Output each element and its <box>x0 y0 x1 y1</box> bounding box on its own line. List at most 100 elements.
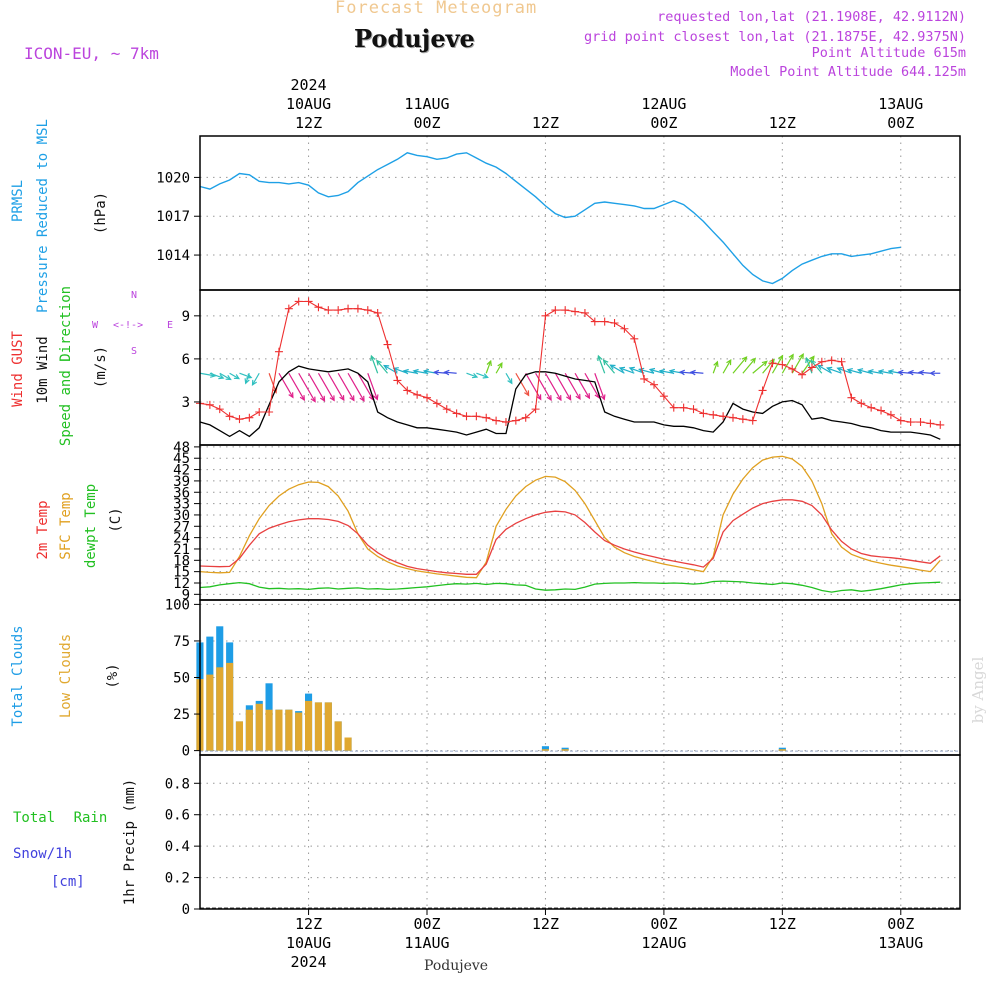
snow-label: Snow/1h <box>13 846 73 862</box>
wind-barb <box>485 360 492 374</box>
chart-marks <box>196 152 960 909</box>
wind-gust-point <box>788 364 797 373</box>
wind-barb <box>434 371 447 374</box>
time-label-top: 12Z <box>769 114 796 132</box>
wind-barb <box>898 371 911 374</box>
wind-barb-head <box>556 395 562 402</box>
wind-barb-head <box>597 354 603 362</box>
bar-low-clouds <box>324 702 332 751</box>
chart-title-faint: Forecast Meteogram <box>335 0 538 18</box>
wind-barb <box>584 372 600 399</box>
wind-barb <box>858 369 872 374</box>
wind-gust-point <box>659 392 668 401</box>
wind-gust-point <box>294 297 303 306</box>
y-tick-label: 1020 <box>156 170 190 186</box>
wind-gust-point <box>926 419 935 428</box>
y-tick-label: 33 <box>173 497 190 513</box>
y-tick-label: 0 <box>182 902 190 918</box>
wind-gust-point <box>423 393 432 402</box>
wind-gust-point <box>521 413 530 422</box>
time-label-bottom: 12Z <box>532 915 559 933</box>
series-line-prmsl <box>199 152 901 285</box>
time-label-top: 12AUG <box>641 95 686 113</box>
wind-barb-head <box>507 378 513 385</box>
panel-frame-temp <box>199 444 961 601</box>
temp-unit-label: (C) <box>108 507 124 533</box>
wind-barb-head <box>225 374 232 381</box>
wind-gust-point <box>225 412 234 421</box>
wind-barb-head <box>602 359 609 366</box>
wind-barb <box>594 373 605 400</box>
wind-barb-head <box>917 369 925 376</box>
wind-barb-head <box>244 378 250 385</box>
bar-low-clouds <box>216 667 224 751</box>
wind-barb-head <box>536 394 542 401</box>
series-line-dewpt-temp <box>199 580 941 593</box>
temp-2m-label: 2m Temp <box>35 500 51 560</box>
wind-barb-head <box>310 396 316 403</box>
wind-barb <box>370 355 379 374</box>
wind-barb <box>337 372 355 401</box>
y-tick-label: 50 <box>173 671 190 687</box>
wind-gust-point <box>580 308 589 317</box>
wind-barb-head <box>668 368 675 375</box>
prmsl-label: PRMSL <box>10 179 26 223</box>
wind-gust-point <box>699 409 708 418</box>
wind-barb <box>919 371 931 374</box>
wind-gust-point <box>472 412 481 421</box>
wind-barb-head <box>678 369 686 376</box>
wind-barb <box>288 372 305 401</box>
wind-gust-label: Wind GUST <box>10 331 26 407</box>
clouds-unit-label: (%) <box>105 663 121 689</box>
total-clouds-label: Total Clouds <box>10 625 26 727</box>
precip-axis-label: 1hr Precip (mm) <box>122 778 138 906</box>
time-label-top: 00Z <box>887 114 914 132</box>
wind-gust-point <box>304 297 313 306</box>
wind-gust-point <box>877 406 886 415</box>
time-label-top: 11AUG <box>404 95 449 113</box>
wind-barb <box>817 364 832 374</box>
time-label-top: 12Z <box>532 114 559 132</box>
y-tick-label: 25 <box>173 707 190 723</box>
wind-barb <box>712 361 718 374</box>
wind-barb-head <box>412 368 419 375</box>
bar-total-clouds <box>561 747 569 751</box>
wind-gust-point <box>324 306 333 315</box>
wind-barb-head <box>809 355 815 362</box>
series-line-2m-temp <box>199 499 941 575</box>
wind-barb-head <box>846 368 853 374</box>
wind-barb-head <box>497 362 503 369</box>
wind-gust-point <box>353 304 362 313</box>
y-tick-label: 6 <box>182 352 190 368</box>
wind-barb-head <box>566 394 572 401</box>
time-label-top: 13AUG <box>878 95 923 113</box>
wind-barb-head <box>575 393 581 401</box>
wind-gust-point <box>719 412 728 421</box>
y-tick-label: 1014 <box>156 248 190 264</box>
wind-barb-head <box>524 390 530 397</box>
wind-barb <box>308 372 326 402</box>
wind-gust-point <box>482 413 491 422</box>
y-tick-label: 0.4 <box>165 839 190 855</box>
wind-barb-head <box>761 360 768 367</box>
wind-gust-point <box>689 405 698 414</box>
wind-barb-head <box>907 369 914 376</box>
wind-barb <box>878 370 892 374</box>
wind-barb <box>495 362 503 374</box>
bar-low-clouds <box>245 709 253 751</box>
wind-gust-point <box>916 418 925 427</box>
wind-gust-point <box>798 370 807 379</box>
wind-barb-head <box>867 369 874 375</box>
wind-gust-point <box>630 334 639 343</box>
y-tick-label: 24 <box>173 531 190 547</box>
y-tick-label: 21 <box>173 542 190 558</box>
wind-gust-point <box>363 306 372 315</box>
y-tick-label: 9 <box>182 587 190 603</box>
wind-gust-point <box>610 319 619 328</box>
wind-gust-point <box>837 357 846 366</box>
wind-barb <box>810 360 823 374</box>
wind-barb <box>278 372 294 398</box>
compass-arrows: <-!-> <box>113 320 144 331</box>
wind-barb-head <box>251 379 258 386</box>
wind-barb <box>466 372 478 378</box>
